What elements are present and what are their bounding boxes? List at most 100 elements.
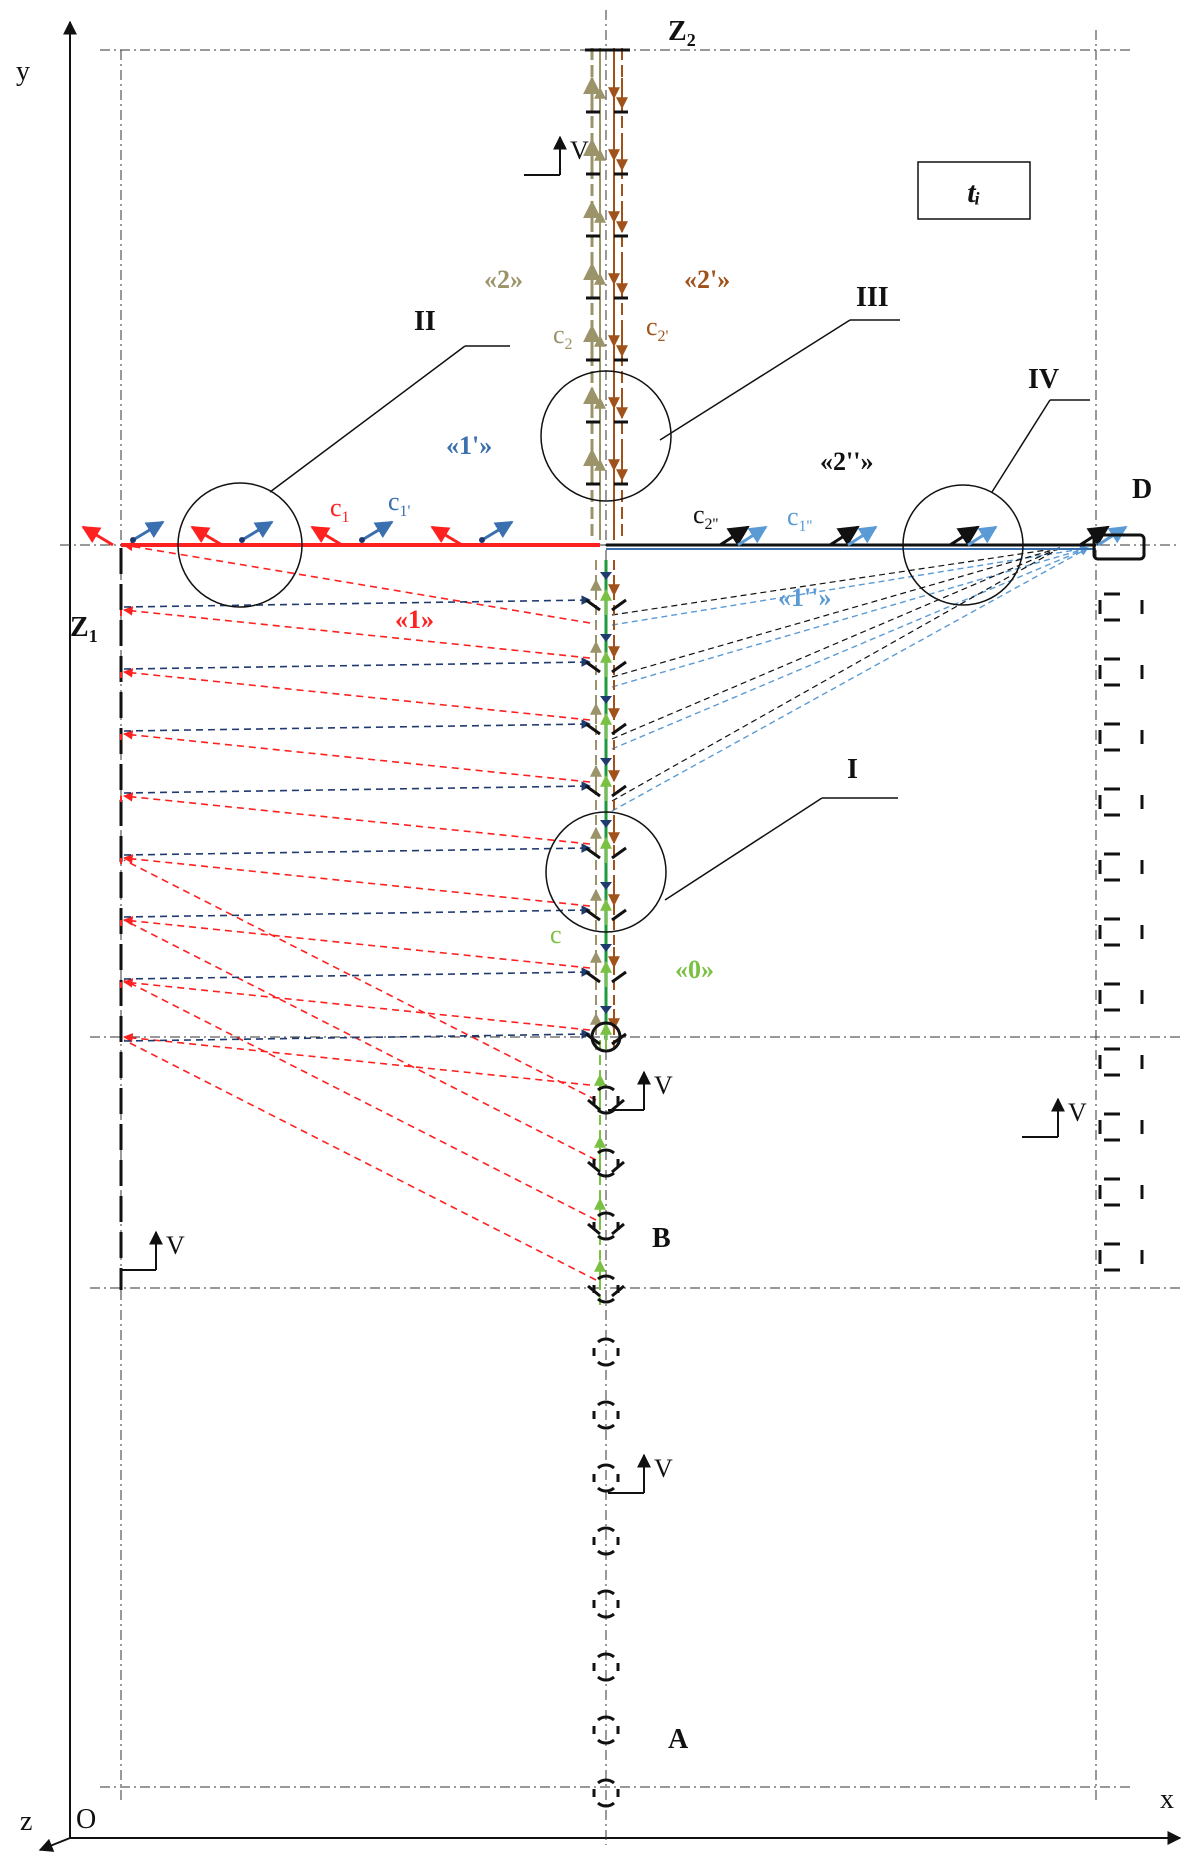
point-z1-label: Z1 <box>70 612 98 646</box>
horizontal-member <box>121 543 1096 550</box>
right-element <box>1098 722 1144 752</box>
time-box <box>917 161 1031 220</box>
wave-1p-trace <box>123 595 591 608</box>
c1-vector <box>310 525 343 547</box>
wave-1p-marker <box>600 1006 612 1014</box>
moving-element <box>592 1148 620 1178</box>
wave-1p-trace <box>123 719 591 732</box>
wave-1-traces <box>123 541 597 1281</box>
c1p-vector <box>132 520 165 542</box>
region-IV-label: IV <box>1028 364 1059 395</box>
right-elements-column <box>1098 592 1144 1272</box>
segment-tick <box>611 970 627 984</box>
boundary-vectors <box>81 520 1128 547</box>
point-a-label: A <box>668 1724 689 1755</box>
right-element <box>1098 1047 1144 1077</box>
v-label: V <box>1068 1098 1087 1127</box>
right-element <box>1098 657 1144 687</box>
wave-1p-label: «1'» <box>446 431 492 460</box>
z-axis <box>38 1837 71 1852</box>
wave-1pp-label: «1''» <box>778 583 831 612</box>
wave-2pp-trace <box>611 547 1061 802</box>
speed-c2-label: c2 <box>553 320 573 353</box>
wave-2-arrows <box>583 68 628 490</box>
c1-vector <box>81 525 114 547</box>
wave-1-trace <box>123 919 597 1161</box>
wave-1-trace <box>123 606 591 659</box>
wave-1-trace <box>123 668 591 721</box>
wave-1-trace <box>123 979 597 1221</box>
x-axis-label: x <box>1160 1784 1174 1815</box>
speed-c-label: c <box>550 920 562 949</box>
moving-element <box>592 1463 620 1493</box>
region-II-label: II <box>414 306 436 337</box>
time-label: tᵢ <box>967 176 980 209</box>
segment-tick <box>585 908 601 922</box>
wave-1p-marker <box>600 944 612 952</box>
moving-element <box>592 1400 620 1430</box>
node-dot <box>479 537 485 543</box>
moving-element <box>592 1715 620 1745</box>
right-element <box>1098 917 1144 947</box>
wave-1pp-trace <box>611 546 1089 688</box>
moving-element <box>592 1652 620 1682</box>
speed-c1-label: c1 <box>330 493 350 526</box>
region-markers <box>177 319 1090 1053</box>
wave-1p-trace <box>123 905 591 918</box>
wave-2p-label: «2'» <box>684 265 730 294</box>
wave-1-trace <box>123 1033 591 1086</box>
wave-1p-marker <box>600 634 612 642</box>
wave-1pp-trace <box>611 545 1089 626</box>
speed-c1pp-label: c1'' <box>787 502 812 535</box>
c1-vector <box>430 525 463 547</box>
moving-element <box>592 1526 620 1556</box>
wave-1p-marker <box>600 696 612 704</box>
wave-1pp-trace <box>611 547 1089 750</box>
wave-1p-marker <box>600 882 612 890</box>
c2pp-vector <box>949 525 980 547</box>
region-labels: II III IV I <box>414 282 1059 785</box>
speed-c2pp-label: c2'' <box>693 500 718 533</box>
moving-element <box>592 1778 620 1808</box>
wave-labels: «2» «2'» «1'» «2''» «1» «1''» «0» <box>395 265 873 984</box>
wave-1p-traces <box>123 595 591 1042</box>
segment-tick <box>585 598 601 612</box>
v-label: V <box>570 136 589 165</box>
segment-tick <box>611 908 627 922</box>
region-III-circle <box>540 370 672 502</box>
point-labels: Z2 Z1 D B A <box>70 16 1152 1755</box>
c2pp-vector <box>719 525 750 547</box>
wave-1-trace <box>123 730 591 783</box>
node-dot <box>359 537 365 543</box>
moving-element <box>592 1337 620 1367</box>
segment-tick <box>611 1098 625 1112</box>
segment-tick <box>611 660 627 674</box>
moving-element <box>592 1274 620 1304</box>
segment-tick <box>587 1098 601 1112</box>
region-I-label: I <box>847 754 858 785</box>
wave-1-trace <box>123 854 591 907</box>
region-II-circle <box>177 482 303 608</box>
wave-2pp-trace <box>611 547 1061 678</box>
c1pp-vector <box>847 525 878 547</box>
z-axis-label: z <box>20 1806 32 1837</box>
reference-lines <box>60 10 1180 1845</box>
v-label: V <box>654 1071 673 1100</box>
point-d-box <box>1092 533 1146 561</box>
wave-1-trace <box>123 859 597 1101</box>
speed-c2p-label: c2' <box>646 312 669 345</box>
segment-tick <box>585 846 601 860</box>
region-III-label: III <box>856 282 889 313</box>
point-z2-label: Z2 <box>668 16 696 50</box>
node-dot <box>239 537 245 543</box>
wave-1p-marker <box>600 572 612 580</box>
wave-2-label: «2» <box>484 265 523 294</box>
wave-0-label: «0» <box>675 955 714 984</box>
axis-labels: y x z O <box>16 56 1174 1837</box>
c1-vector <box>190 525 223 547</box>
wave-1p-trace <box>123 657 591 670</box>
segment-tick <box>585 660 601 674</box>
right-element <box>1098 787 1144 817</box>
point-d-label: D <box>1132 474 1152 505</box>
